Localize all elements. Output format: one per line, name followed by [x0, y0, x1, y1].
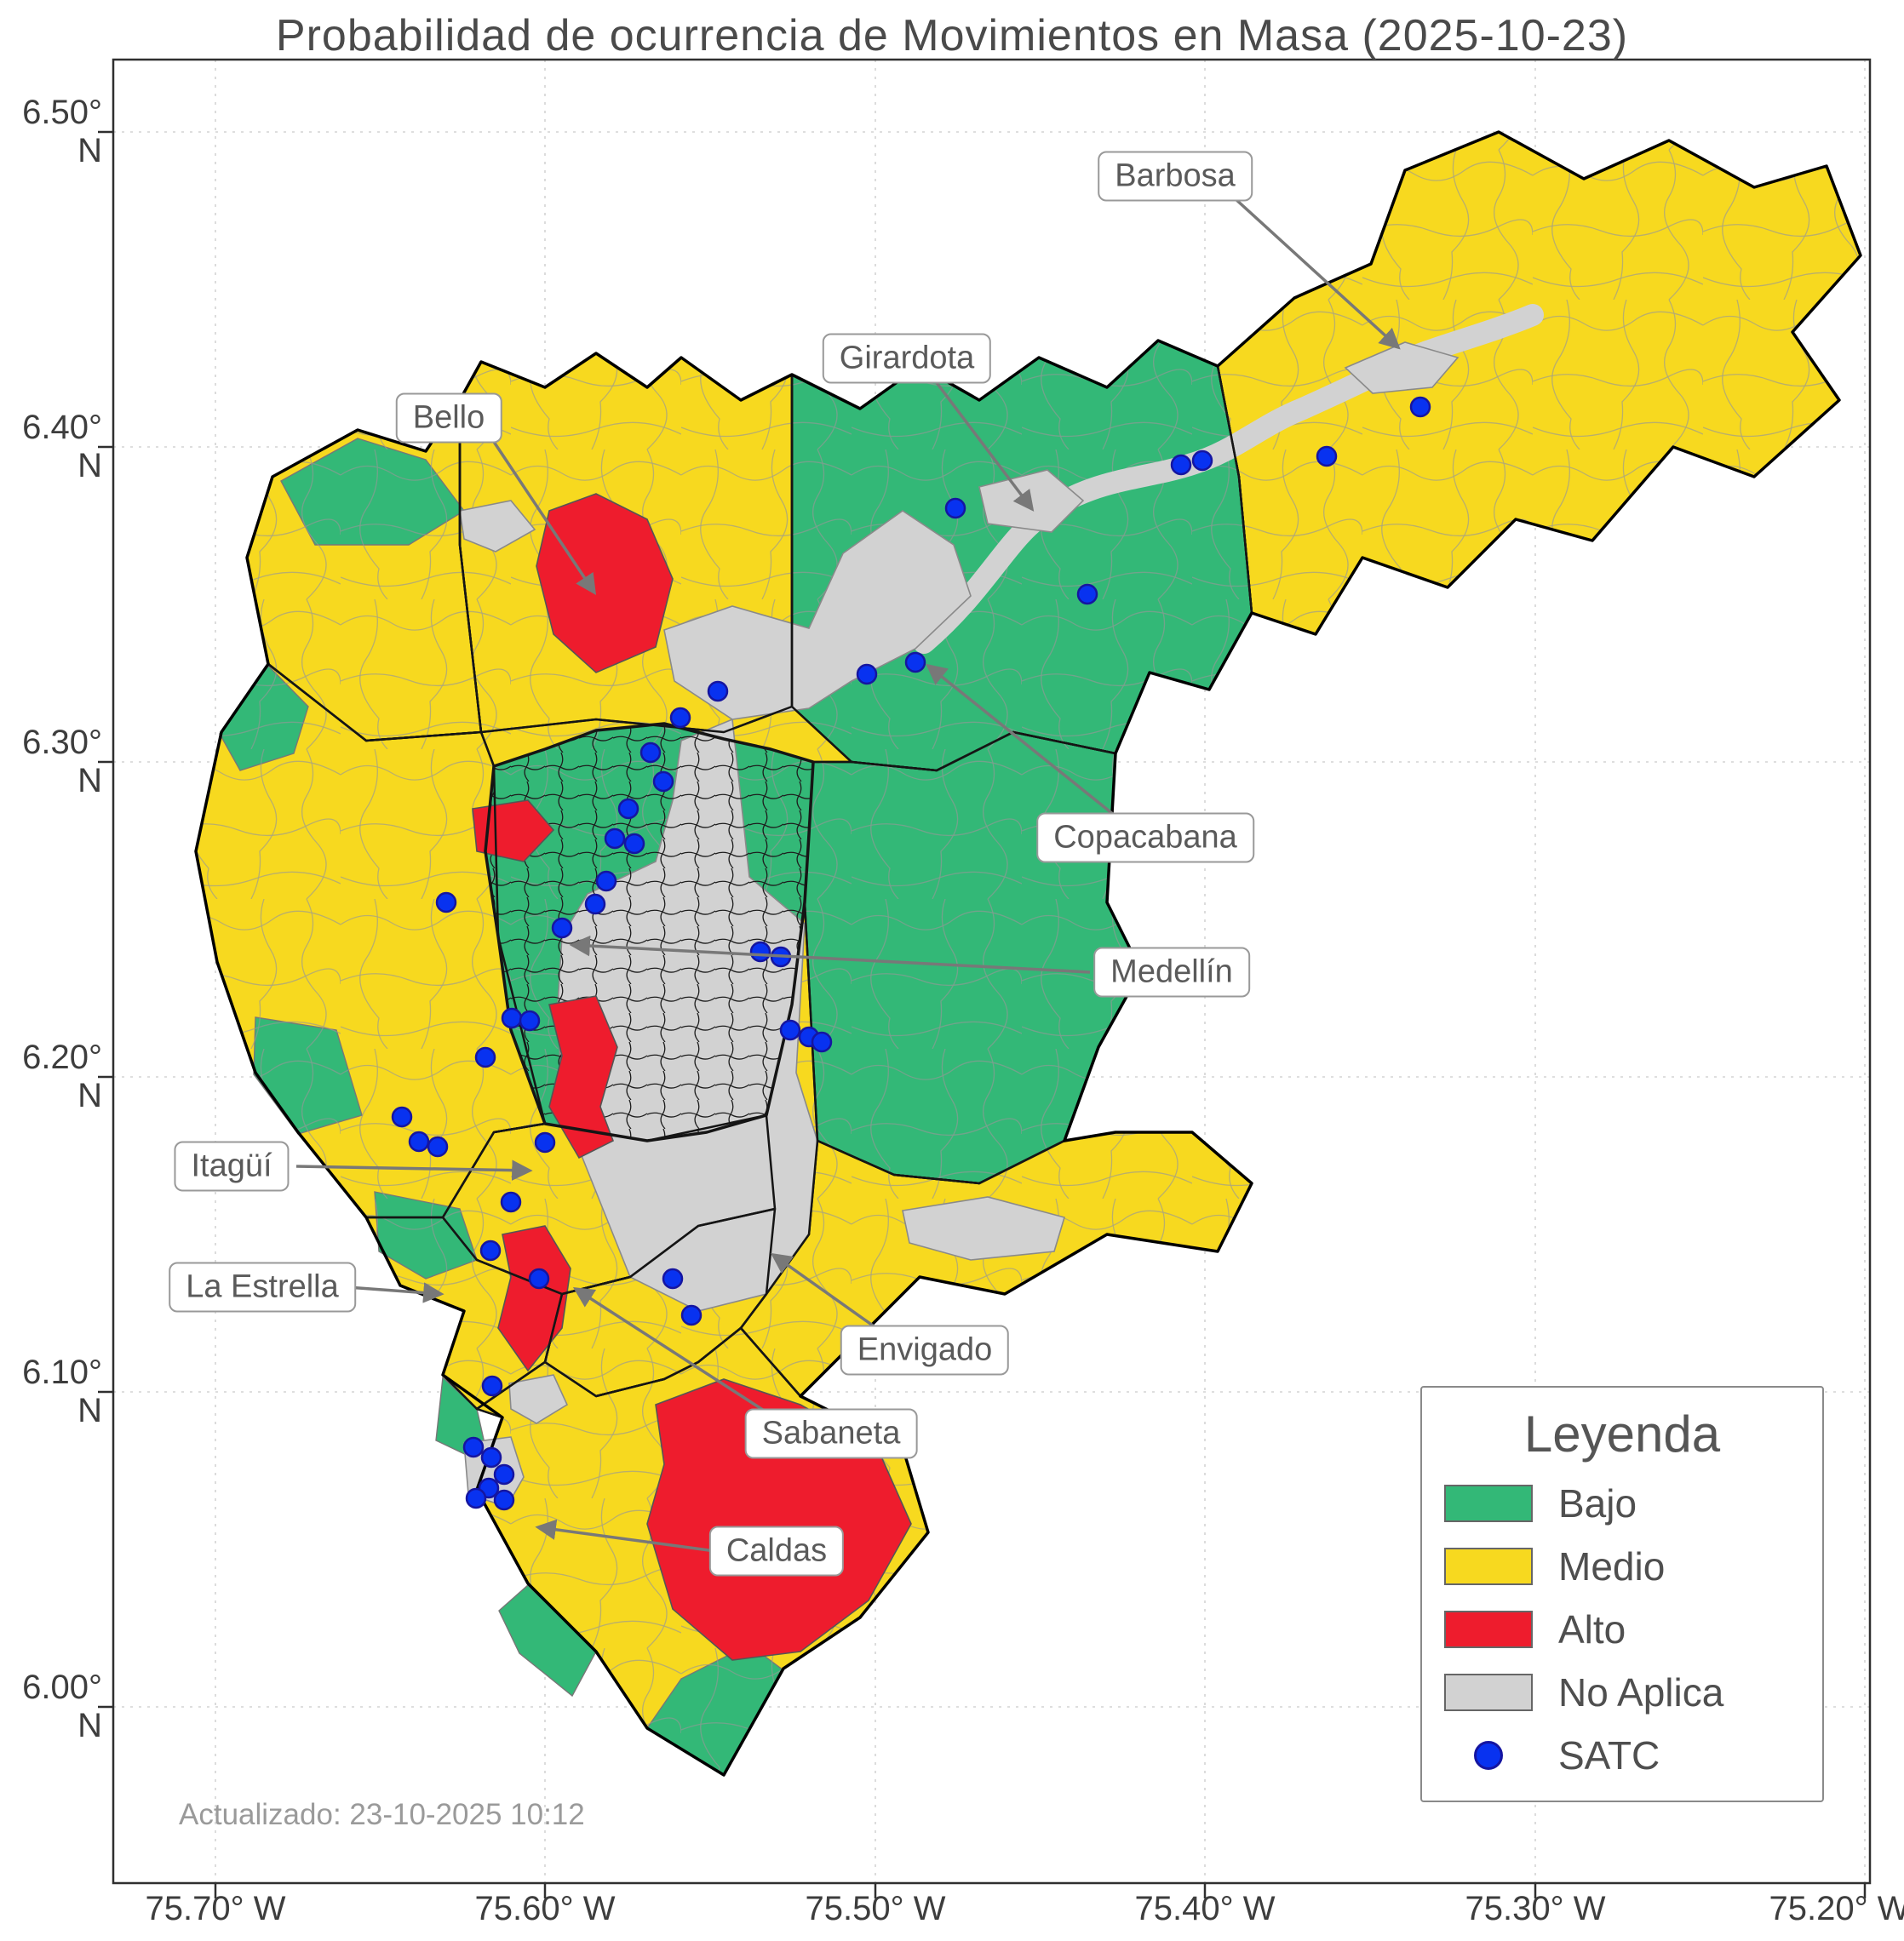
satc-dot [1170, 454, 1192, 476]
arrow-envigado [771, 1252, 880, 1331]
satc-dot [595, 870, 617, 892]
satc-dot [462, 1436, 485, 1458]
urban-northwest-patch [459, 500, 536, 553]
satc-dot [479, 1240, 502, 1262]
arrow-sabaneta [572, 1287, 769, 1415]
satc-dot [474, 1046, 496, 1068]
alto-bello [536, 493, 674, 673]
satc-dot [652, 770, 674, 793]
satc-dot [669, 707, 691, 729]
satc-dot [639, 741, 662, 764]
satc-dot [481, 1375, 503, 1397]
satc-dot [465, 1487, 487, 1509]
satc-dot [617, 798, 639, 820]
urban-la-estrella [508, 1374, 569, 1424]
arrow-caldas [535, 1519, 716, 1553]
satc-dot [623, 833, 645, 855]
satc-dot [944, 497, 966, 519]
arrow-itagui [295, 1159, 533, 1181]
satc-layer [391, 396, 1431, 1511]
satc-dot [707, 680, 729, 702]
comuna-grid-texture [485, 724, 813, 1141]
satc-dot [528, 1268, 550, 1290]
satc-dot [811, 1031, 833, 1053]
satc-dot [534, 1131, 556, 1154]
vereda-texture [196, 132, 1861, 1775]
satc-dot [519, 1010, 541, 1032]
satc-dot [1409, 396, 1431, 418]
urban-bello [663, 510, 972, 720]
alto-caldas [646, 1378, 912, 1661]
satc-dot [551, 917, 573, 939]
satc-dot [584, 893, 606, 915]
alto-west [472, 799, 555, 862]
satc-dot [493, 1463, 515, 1486]
satc-dot [604, 827, 626, 850]
high-risk-patches [472, 493, 912, 1661]
satc-dot [1316, 445, 1338, 467]
arrow-barbosa [1233, 197, 1401, 350]
arrow-bello [490, 438, 597, 596]
satc-dot [435, 891, 457, 913]
arrow-copacabana [926, 663, 1115, 816]
satc-dot [493, 1489, 515, 1511]
satc-dot [500, 1191, 522, 1213]
arrow-la-estrella [347, 1282, 444, 1303]
satc-dot [480, 1446, 502, 1469]
satc-dot [1191, 449, 1213, 472]
alto-altavista [548, 995, 618, 1159]
satc-dot [749, 941, 771, 963]
satc-dot [1076, 583, 1098, 605]
satc-dot [391, 1106, 413, 1128]
satc-dot [427, 1136, 449, 1158]
satc-dot [501, 1007, 523, 1029]
arrow-medellin [569, 935, 1091, 974]
satc-dot [680, 1304, 703, 1326]
satc-dot [904, 651, 926, 673]
satc-dot [662, 1268, 684, 1290]
urban-envigado-east [902, 1196, 1066, 1261]
satc-dot [779, 1019, 801, 1041]
axis-ticks [98, 130, 1867, 1898]
annotation-arrows [295, 197, 1401, 1553]
plot-border [112, 58, 1872, 1885]
arrow-girardota [933, 379, 1035, 512]
satc-dot [408, 1131, 430, 1153]
satc-dot [856, 663, 878, 685]
